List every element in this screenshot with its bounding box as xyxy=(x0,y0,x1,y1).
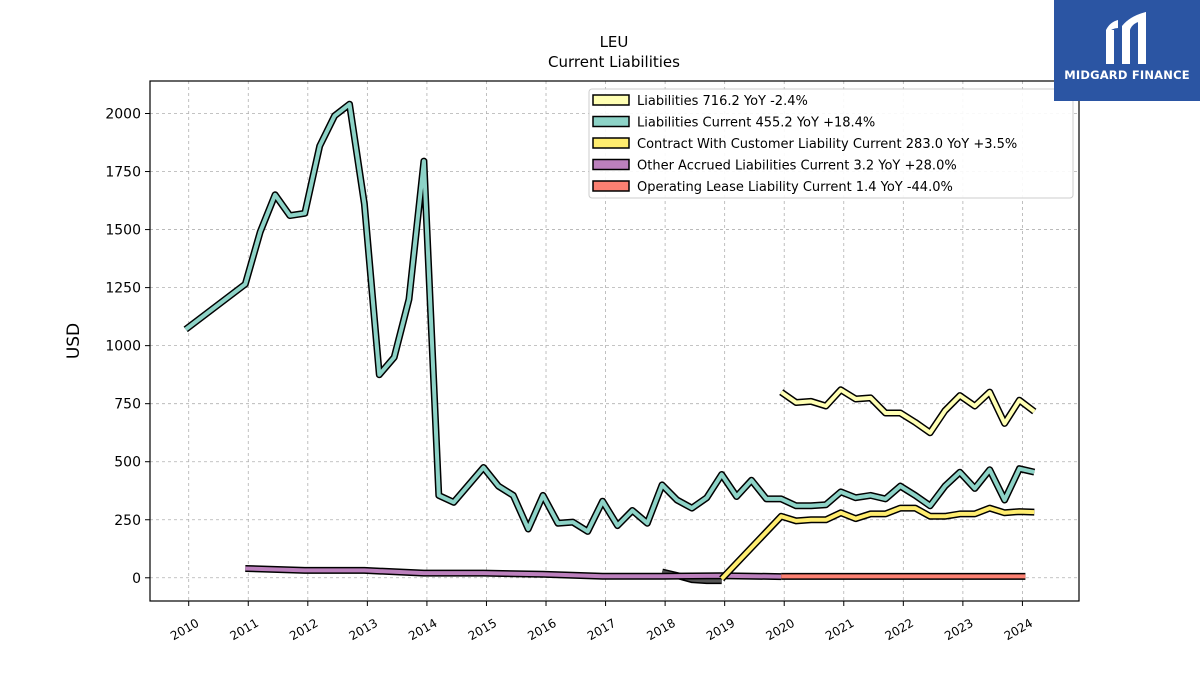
y-tick-label: 1500 xyxy=(105,223,141,239)
logo-mark-icon xyxy=(1106,12,1146,64)
series-line-1 xyxy=(184,102,1035,534)
x-tick-label: 2019 xyxy=(704,616,737,643)
legend-swatch xyxy=(592,180,630,192)
series-line-2 xyxy=(720,506,1035,581)
legend-swatch xyxy=(592,137,630,149)
y-tick-label: 1000 xyxy=(105,339,141,355)
x-tick-label: 2022 xyxy=(883,616,916,643)
legend-label: Liabilities Current 455.2 YoY +18.4% xyxy=(637,116,875,131)
y-tick-label: 500 xyxy=(114,455,141,471)
x-tick-label: 2013 xyxy=(347,616,380,643)
legend-label: Other Accrued Liabilities Current 3.2 Yo… xyxy=(637,159,957,174)
x-tick-label: 2016 xyxy=(525,616,558,643)
x-tick-label: 2024 xyxy=(1002,616,1035,643)
y-tick-label: 0 xyxy=(132,571,141,587)
x-tick-label: 2023 xyxy=(942,616,975,643)
chart-title: LEU xyxy=(600,33,629,51)
x-tick-label: 2015 xyxy=(466,616,499,643)
series-line-3 xyxy=(245,566,782,579)
y-axis-label: USD xyxy=(64,323,84,359)
legend-label: Contract With Customer Liability Current… xyxy=(637,137,1017,152)
legend-swatch xyxy=(592,94,630,106)
series-line-0 xyxy=(780,387,1036,435)
y-tick-label: 250 xyxy=(114,513,141,529)
x-tick-label: 2014 xyxy=(406,616,439,643)
y-axis-ticks: 0 250 500 750 1000 1250 1500 1750 2000 xyxy=(105,107,150,587)
y-tick-label: 750 xyxy=(114,397,141,413)
y-tick-label: 1250 xyxy=(105,281,141,297)
x-tick-label: 2011 xyxy=(228,616,261,643)
x-tick-label: 2017 xyxy=(585,616,618,643)
legend-swatch xyxy=(592,158,630,171)
x-tick-label: 2021 xyxy=(823,616,856,643)
logo-text: MIDGARD FINANCE xyxy=(1064,68,1190,82)
legend: Liabilities 716.2 YoY -2.4% Liabilities C… xyxy=(588,88,1074,199)
series-outline-0 xyxy=(779,386,1037,437)
legend-label: Liabilities 716.2 YoY -2.4% xyxy=(637,94,808,109)
chart-subtitle: Current Liabilities xyxy=(548,53,680,71)
y-tick-label: 2000 xyxy=(105,107,141,123)
y-tick-label: 1750 xyxy=(105,165,141,181)
plot-frame xyxy=(149,80,1080,602)
brand-logo: MIDGARD FINANCE xyxy=(1054,0,1200,101)
x-tick-label: 2010 xyxy=(168,616,201,643)
legend-label: Operating Lease Liability Current 1.4 Yo… xyxy=(637,180,953,195)
x-axis-ticks: 2010 2011 2012 2013 2014 2015 2016 2017 2018 2019… xyxy=(168,601,1035,643)
legend-swatch xyxy=(592,115,630,128)
series-outline-2 xyxy=(719,504,1035,582)
x-tick-label: 2018 xyxy=(644,616,677,643)
x-tick-label: 2020 xyxy=(763,616,796,643)
x-tick-label: 2012 xyxy=(287,616,320,643)
legend-box xyxy=(588,88,1074,199)
series-lines xyxy=(183,100,1037,585)
